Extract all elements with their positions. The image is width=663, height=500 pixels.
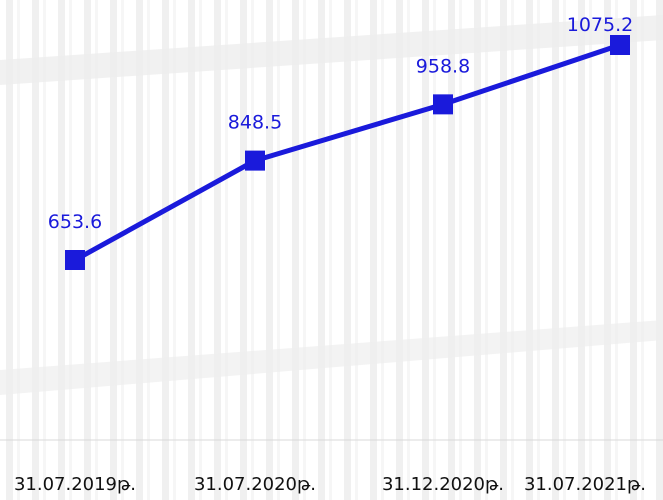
data-label-2: 848.5 <box>228 112 282 134</box>
x-tick-label-3: 31.12.2020թ. <box>382 474 504 495</box>
data-point-2 <box>245 150 265 171</box>
data-label-1: 653.6 <box>48 211 102 233</box>
x-tick-label-4: 31.07.2021թ. <box>524 474 646 495</box>
data-point-3 <box>433 94 453 115</box>
x-tick-label-1: 31.07.2019թ. <box>14 474 136 495</box>
series-line <box>72 42 623 263</box>
data-point-4 <box>610 35 630 55</box>
x-tick-label-2: 31.07.2020թ. <box>194 474 316 495</box>
data-label-4: 1075.2 <box>567 14 633 36</box>
data-point-1 <box>65 250 85 270</box>
data-label-3: 958.8 <box>416 55 470 77</box>
